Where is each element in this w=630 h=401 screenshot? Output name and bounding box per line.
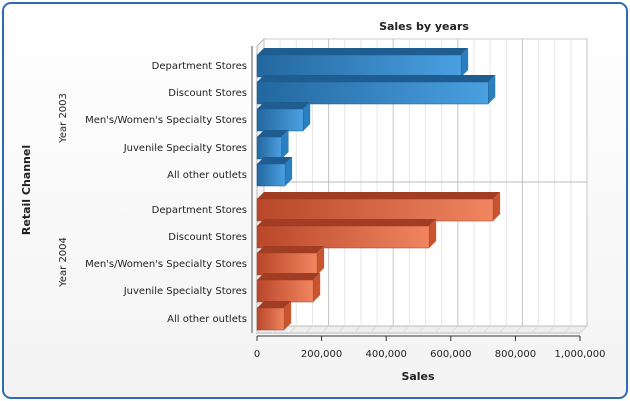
category-label: Juvenile Specialty Stores: [123, 143, 247, 154]
floor-grid-line: [288, 325, 297, 334]
category-label: Discount Stores: [168, 88, 247, 99]
bars: [256, 48, 501, 331]
floor-grid-line: [418, 325, 426, 334]
bar: [256, 157, 293, 187]
bar-side: [493, 192, 501, 221]
bar-front: [256, 163, 286, 187]
bar-top: [257, 130, 289, 137]
floor-grid-line: [337, 325, 346, 334]
bar: [256, 246, 325, 276]
floor-grid-line: [515, 325, 523, 334]
bar: [256, 75, 496, 105]
x-tick-label: 200,000: [301, 349, 342, 360]
bar-side: [303, 102, 311, 131]
bar-front: [256, 198, 494, 222]
bar-top: [257, 102, 311, 109]
bar-front: [256, 252, 318, 276]
floor-grid-line: [434, 325, 443, 334]
bar-side: [281, 130, 289, 159]
bar-side: [284, 301, 292, 330]
x-tick-label: 0: [254, 349, 260, 360]
bar-front: [256, 108, 304, 132]
bar-side: [317, 246, 325, 275]
bar-top: [257, 301, 292, 308]
bar-side: [429, 219, 437, 248]
category-label: Men's/Women's Specialty Stores: [85, 115, 247, 126]
floor-grid-line: [563, 325, 572, 334]
category-label: Discount Stores: [168, 232, 247, 243]
bar-top: [257, 273, 321, 280]
category-labels: Year 2003 Department Stores Discount Store…: [58, 61, 247, 325]
category-label: Department Stores: [152, 61, 247, 72]
bar-top: [257, 192, 501, 199]
category-label: Department Stores: [152, 205, 247, 216]
floor-grid-line: [482, 325, 491, 334]
x-tick-label: 600,000: [430, 349, 471, 360]
group-label: Year 2003: [58, 93, 69, 144]
bar-top: [257, 246, 325, 253]
bar: [256, 192, 501, 222]
bar-top: [257, 157, 293, 164]
bar-side: [461, 48, 469, 77]
bar-top: [257, 219, 437, 226]
floor-grid-line: [466, 325, 475, 334]
bar-front: [256, 81, 489, 105]
category-label: All other outlets: [167, 170, 247, 181]
bar-front: [256, 279, 314, 303]
floor-grid-line: [369, 325, 378, 334]
floor-grid-line: [321, 325, 329, 334]
x-axis-title: Sales: [401, 370, 435, 383]
floor-grid-line: [401, 325, 410, 334]
group-label: Year 2004: [58, 237, 69, 288]
category-label: Juvenile Specialty Stores: [123, 286, 247, 297]
floor-grid-line: [450, 325, 459, 334]
bar-front: [256, 54, 462, 78]
floor-grid-line: [547, 325, 556, 334]
floor-grid-line: [385, 325, 394, 334]
floor-grid-line: [579, 325, 588, 334]
bar: [256, 102, 311, 132]
category-label: Men's/Women's Specialty Stores: [85, 259, 247, 270]
bar-top: [257, 75, 496, 82]
chart-title: Sales by years: [379, 20, 469, 33]
bar-side: [488, 75, 496, 104]
floor-grid-line: [498, 325, 507, 334]
floor-grid-line: [305, 325, 313, 334]
bar-top: [257, 48, 469, 55]
x-tick-label: 400,000: [366, 349, 407, 360]
bar: [256, 130, 289, 160]
floor-grid-line: [353, 325, 362, 334]
bar-front: [256, 136, 282, 160]
floor-grid-line: [531, 325, 539, 334]
bar: [256, 301, 292, 331]
bar-side: [285, 157, 293, 186]
x-tick-label: 800,000: [495, 349, 536, 360]
category-label: All other outlets: [167, 314, 247, 325]
bar-front: [256, 307, 285, 331]
y-axis-title: Retail Channel: [20, 145, 33, 235]
bar-front: [256, 225, 430, 249]
bar: [256, 219, 437, 249]
bar: [256, 48, 469, 78]
x-tick-label: 1,000,000: [555, 349, 606, 360]
bar: [256, 273, 321, 303]
bar-side: [313, 273, 321, 302]
